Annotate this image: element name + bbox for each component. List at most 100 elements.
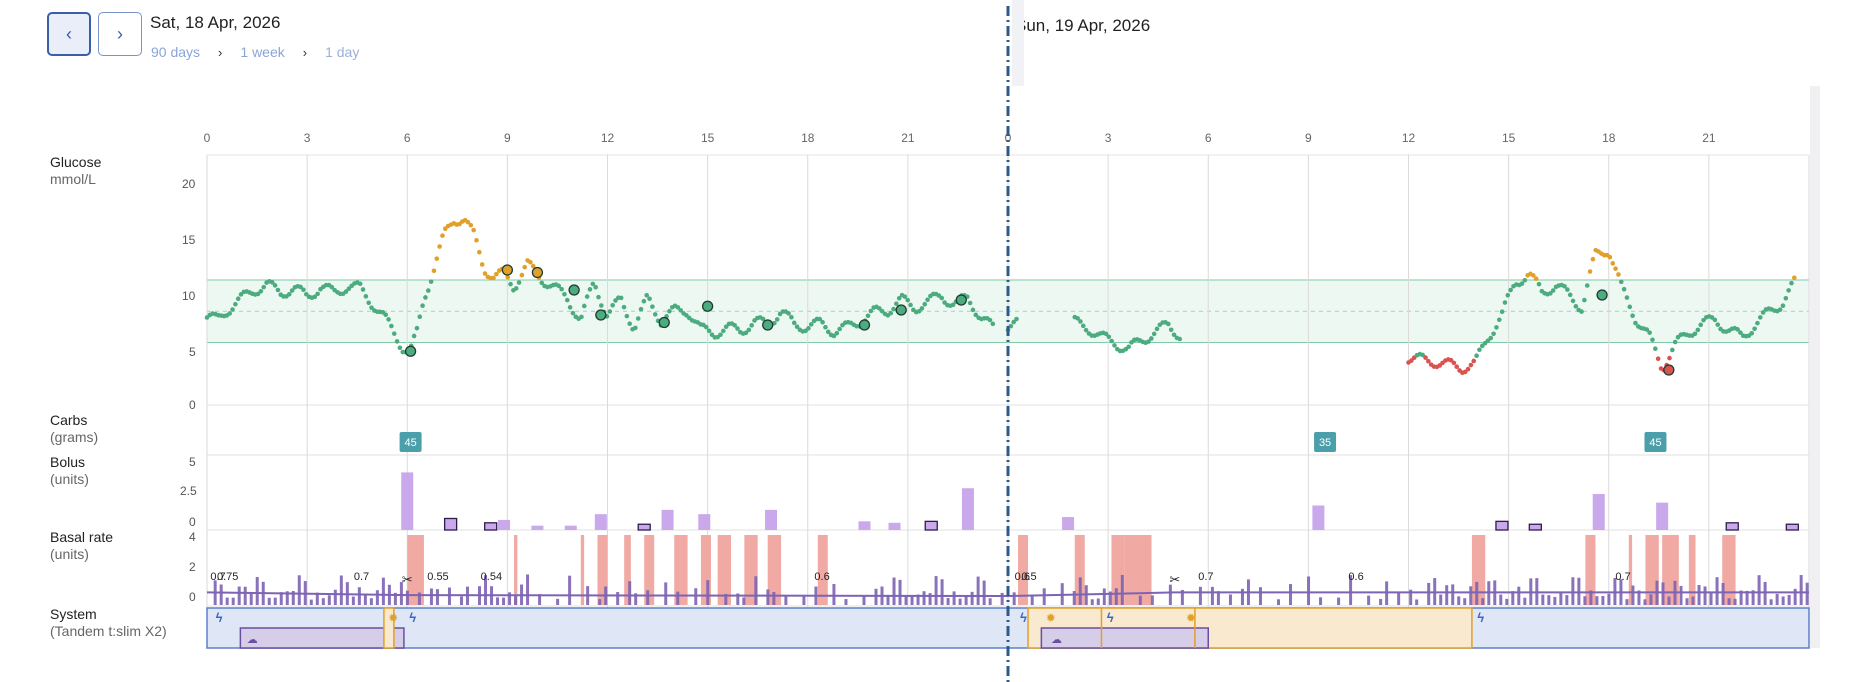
carbs-marker [1644,432,1667,452]
microbolus-bar [1150,595,1154,605]
microbolus-bar [429,588,433,605]
microbolus-bar [1709,593,1713,605]
microbolus-bar [1397,591,1401,605]
glucose-reading [1590,256,1596,262]
microbolus-bar [1379,598,1383,605]
microbolus-bar [1439,594,1443,605]
system-unit: (Tandem t:slim X2) [50,623,167,639]
carbs-value: 35 [1319,437,1331,449]
microbolus-bar [1511,591,1515,605]
next-day-button[interactable]: › [98,12,142,56]
temp-basal-block [717,535,731,605]
microbolus-bar [375,590,379,605]
glucose-reading [596,294,601,300]
basal-rate-label: 0.6 [1348,571,1363,583]
glucose-reading [1499,309,1505,315]
microbolus-bar [634,593,638,605]
microbolus-bar [1631,585,1635,605]
glucose-reading [905,297,911,303]
glucose-reading [1519,281,1525,286]
breadcrumb-90-days[interactable]: 90 days [151,44,201,60]
microbolus-bar [357,587,361,605]
system-title: System [50,606,97,622]
hour-tick-label: 9 [504,131,511,145]
microbolus-bar [1030,594,1034,605]
bolus-bar [1592,494,1605,530]
glucose-reading [582,303,587,309]
breadcrumb-1-day[interactable]: 1 day [325,44,360,60]
bolus-bar [925,521,938,530]
bolus-bar [1656,502,1669,530]
glucose-reading [1760,310,1766,315]
glucose-reading [939,295,945,301]
breadcrumb: 90 days › 1 week › 1 day [151,44,359,60]
microbolus-bar [892,577,896,605]
microbolus-bar [970,591,974,605]
glucose-reading [440,233,445,238]
microbolus-bar [231,597,235,605]
microbolus-bar [910,596,914,605]
automation-bolt-icon: ϟ [216,610,223,625]
microbolus-bar [1547,595,1551,605]
microbolus-bar [1210,586,1214,605]
microbolus-bar [399,582,403,605]
microbolus-bar [1102,588,1106,605]
glucose-reading [1698,322,1703,328]
microbolus-bar [1090,599,1094,605]
glucose-reading [1647,330,1652,335]
microbolus-bar [1042,588,1046,605]
glucose-reading [1670,347,1675,353]
glucose-reading [825,329,831,335]
glucose-reading [289,288,295,293]
glucose-reading [1780,303,1786,309]
microbolus-bar [508,592,512,605]
glucose-reading [1166,321,1171,327]
y-tick-label: 0 [189,398,196,412]
microbolus-bar [237,586,241,605]
basal-unit: (units) [50,546,89,562]
microbolus-bar [502,597,506,605]
microbolus-bar [1517,586,1521,605]
exercise-gear-icon: ✹ [1046,611,1056,625]
glucose-reading [519,272,525,278]
glucose-reading [1496,317,1502,323]
microbolus-bar [1553,596,1557,605]
microbolus-bar [1625,599,1629,605]
glucose-reading [584,294,590,299]
y-tick-label: 15 [182,233,196,247]
microbolus-bar [802,596,806,605]
hour-tick-label: 6 [1205,131,1212,145]
breadcrumb-1-week[interactable]: 1 week [240,44,285,60]
glucose-reading [1757,315,1763,320]
glucose-reading [1777,307,1783,313]
previous-day-button[interactable]: ‹ [47,12,91,56]
y-tick-label: 5 [189,345,196,359]
glucose-reading [735,326,740,331]
glucose-reading [233,301,238,307]
microbolus-bar [916,594,920,605]
microbolus-bar [1168,584,1172,605]
glucose-reading [301,287,306,293]
microbolus-bar [1337,597,1341,605]
hour-tick-label: 6 [404,131,411,145]
glucose-reading [721,328,726,334]
fingerstick-reading [1596,289,1608,301]
glucose-reading [590,281,596,287]
microbolus-bar [1319,597,1323,605]
microbolus-bar [496,597,500,605]
bolus-bar [765,509,778,530]
glucose-reading [1151,331,1157,337]
glucose-reading [230,307,235,312]
microbolus-bar [381,577,385,605]
microbolus-bar [844,599,848,605]
glucose-reading [1582,297,1587,303]
temp-basal-block [624,535,631,605]
glucose-reading [786,311,791,316]
glucose-reading [791,320,797,326]
glucose-reading [1573,304,1579,309]
glucose-reading [1655,356,1661,362]
hour-tick-label: 3 [304,131,311,145]
glucose-reading [312,294,318,300]
glucose-reading [1695,327,1701,333]
microbolus-bar [904,596,908,605]
